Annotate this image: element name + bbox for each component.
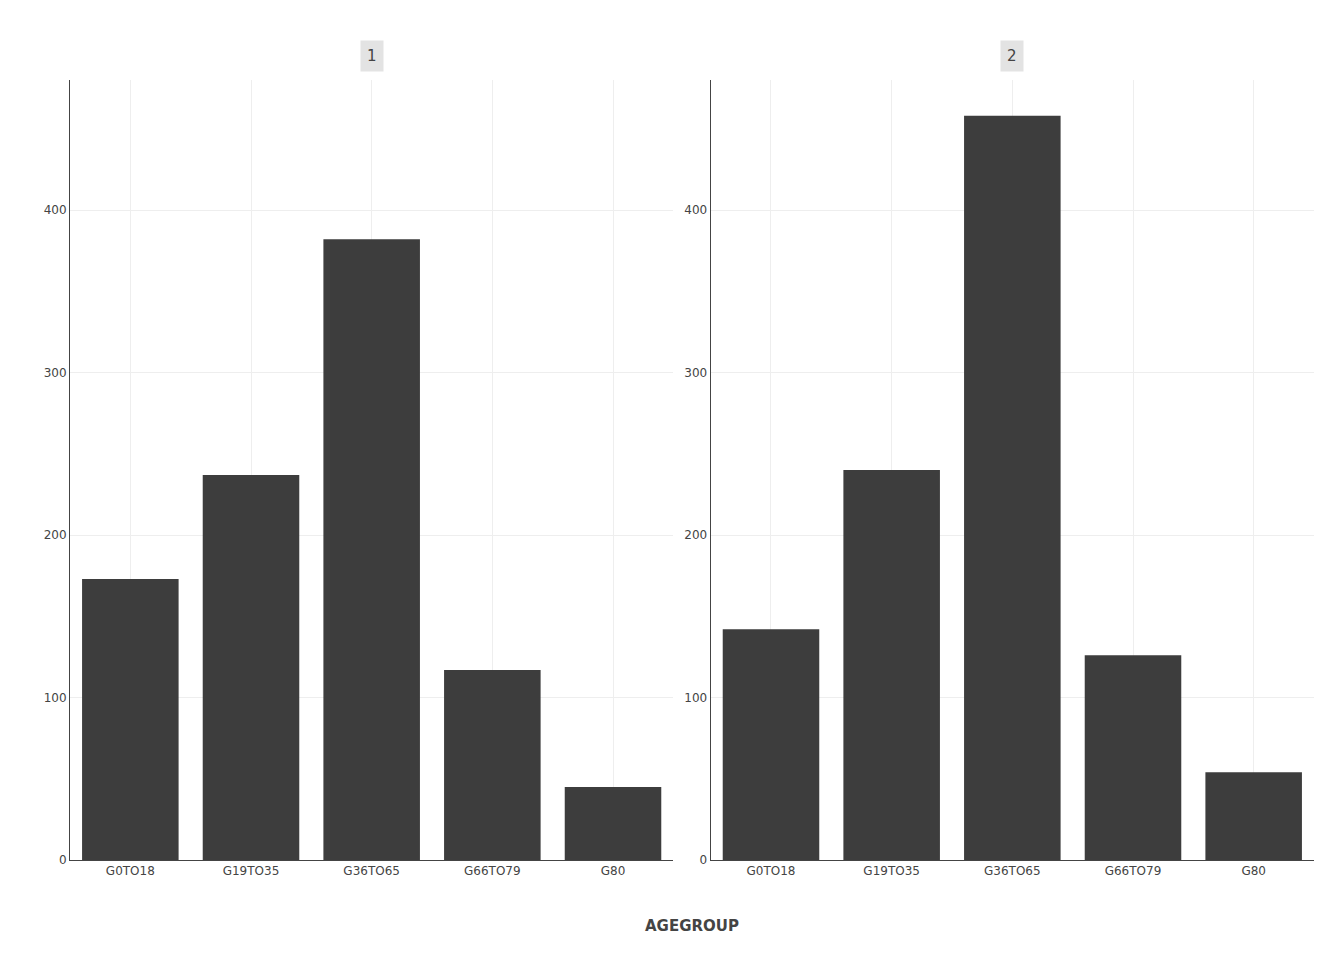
svg-text:G19TO35: G19TO35 [223,864,280,878]
svg-text:AGEGROUP: AGEGROUP [645,917,739,935]
svg-text:200: 200 [684,528,707,542]
svg-text:1: 1 [367,47,377,65]
svg-text:G19TO35: G19TO35 [863,864,920,878]
svg-text:G80: G80 [601,864,626,878]
svg-text:100: 100 [44,691,67,705]
svg-text:300: 300 [684,366,707,380]
svg-text:0: 0 [700,853,708,867]
svg-text:300: 300 [44,366,67,380]
svg-text:G0TO18: G0TO18 [106,864,155,878]
svg-text:G36TO65: G36TO65 [343,864,400,878]
svg-text:G66TO79: G66TO79 [1105,864,1162,878]
svg-text:400: 400 [44,203,67,217]
svg-text:G80: G80 [1241,864,1266,878]
svg-text:G66TO79: G66TO79 [464,864,521,878]
svg-text:G36TO65: G36TO65 [984,864,1041,878]
svg-text:200: 200 [44,528,67,542]
svg-text:400: 400 [684,203,707,217]
svg-text:100: 100 [684,691,707,705]
svg-text:2: 2 [1007,47,1017,65]
svg-text:0: 0 [59,853,67,867]
svg-text:G0TO18: G0TO18 [746,864,795,878]
